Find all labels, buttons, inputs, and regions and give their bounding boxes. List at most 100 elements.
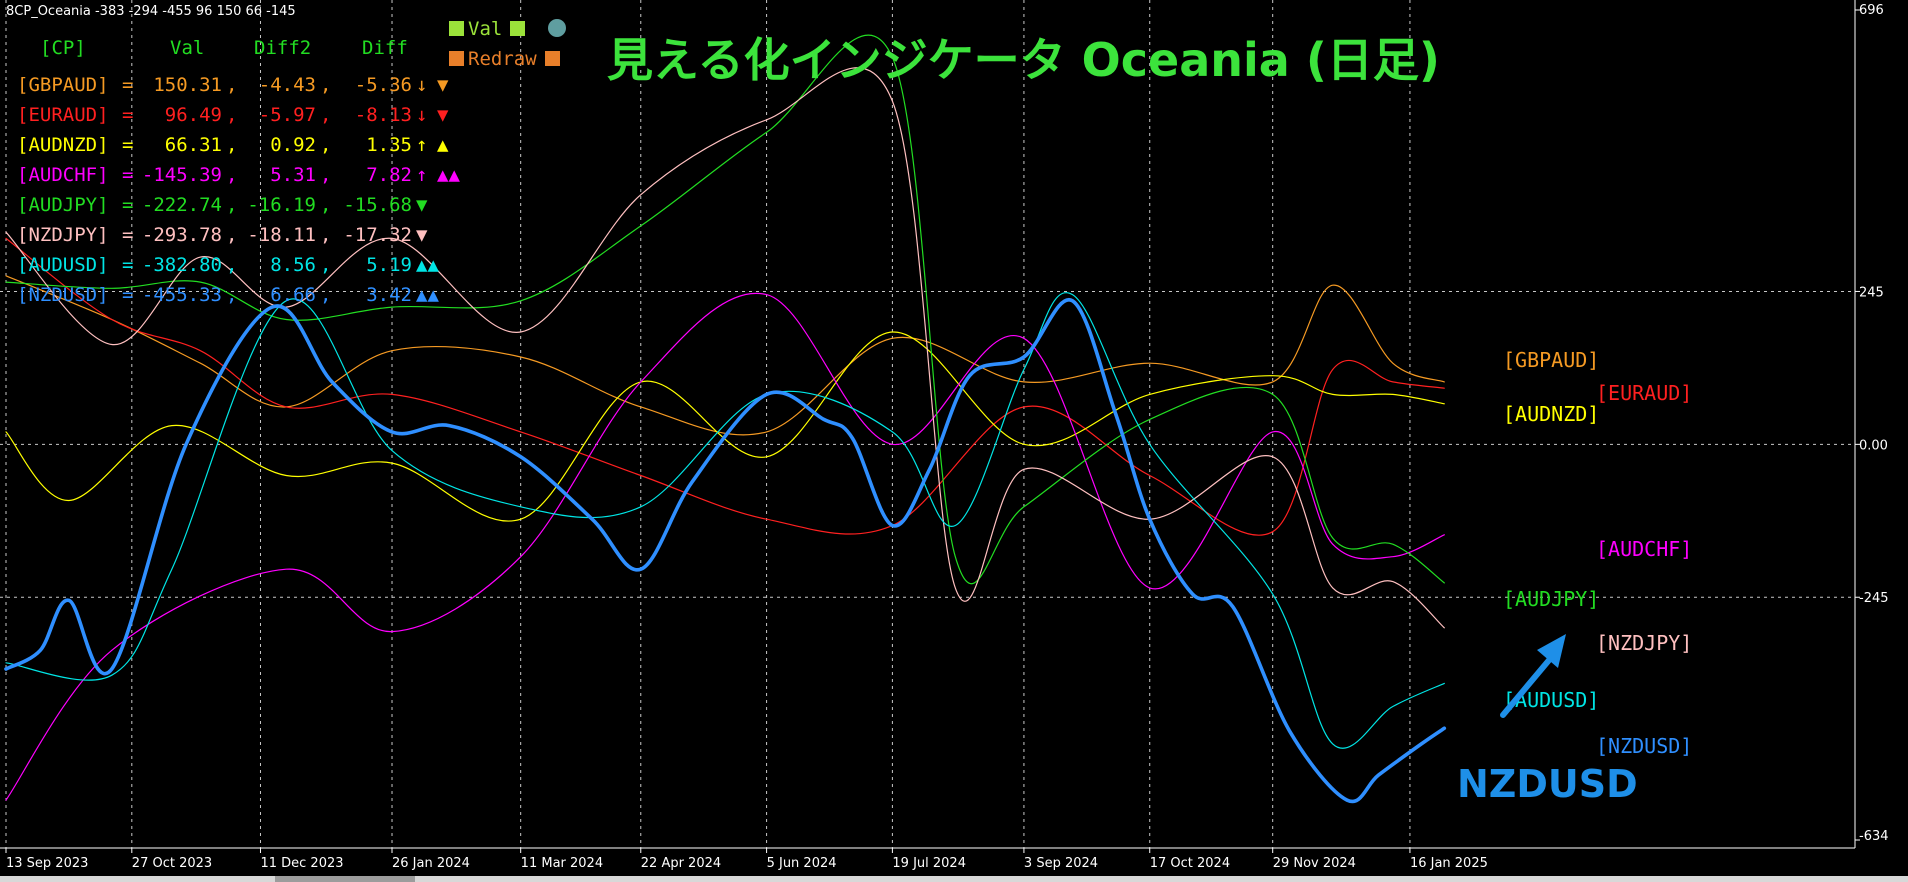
table-cell-diff: 5.19: [366, 254, 412, 276]
x-tick-label: 11 Dec 2023: [260, 856, 343, 871]
table-cell-comma: ,: [226, 134, 237, 156]
right-label-euraud: [EURAUD]: [1596, 381, 1692, 405]
table-cell-diff2: -4.43: [259, 74, 316, 96]
bottom-scroll-thumb[interactable]: [275, 876, 415, 882]
table-cell-eq: =: [122, 74, 133, 96]
table-cell-eq: =: [122, 164, 133, 186]
series-line-audchf: [5, 292, 1445, 801]
x-tick-label: 19 Jul 2024: [892, 856, 966, 871]
table-cell-val: -222.74: [142, 194, 222, 216]
table-cell-diff2: 8.56: [270, 254, 316, 276]
table-cell-trend-icon: ▼: [437, 104, 449, 126]
bottom-scrollbar[interactable]: [0, 876, 1908, 882]
redraw-control-label[interactable]: Redraw: [468, 48, 537, 70]
table-cell-comma: ,: [320, 194, 331, 216]
y-tick-label: -245: [1859, 591, 1889, 606]
table-cell-pair: [AUDCHF]: [17, 164, 109, 186]
table-cell-eq: =: [122, 284, 133, 306]
table-cell-diff: -8.13: [355, 104, 412, 126]
x-tick-label: 26 Jan 2024: [392, 856, 470, 871]
y-tick-label: 245: [1859, 285, 1884, 300]
table-cell-comma: ,: [226, 194, 237, 216]
redraw-swatch-right[interactable]: [545, 51, 560, 66]
table-cell-comma: ,: [226, 74, 237, 96]
table-cell-val: -382.80: [142, 254, 222, 276]
val-swatch-right[interactable]: [510, 21, 525, 36]
table-cell-val: 150.31: [153, 74, 222, 96]
table-cell-diff: -5.36: [355, 74, 412, 96]
table-cell-arrow: ↓: [416, 104, 427, 126]
table-cell-arrow: ↑: [416, 134, 427, 156]
table-cell-comma: ,: [226, 224, 237, 246]
right-label-audnzd: [AUDNZD]: [1503, 402, 1599, 426]
table-cell-diff2: 0.92: [270, 134, 316, 156]
table-cell-pair: [AUDNZD]: [17, 134, 109, 156]
x-tick-label: 17 Oct 2024: [1150, 856, 1230, 871]
table-cell-comma: ,: [320, 164, 331, 186]
series-line-euraud: [5, 237, 1445, 536]
y-tick-label: 0.00: [1859, 438, 1888, 453]
table-cell-diff2: -16.19: [247, 194, 316, 216]
table-cell-comma: ,: [226, 254, 237, 276]
series-line-audusd: [5, 292, 1445, 749]
table-cell-diff: -17.32: [343, 224, 412, 246]
table-cell-comma: ,: [320, 104, 331, 126]
y-tick-label: 696: [1859, 3, 1884, 18]
table-cell-pair: [GBPAUD]: [17, 74, 109, 96]
table-cell-diff2: -18.11: [247, 224, 316, 246]
price-axis: 696 245 0.00 -245 -634: [1855, 3, 1889, 844]
table-header-val: Val: [170, 37, 204, 59]
table-cell-diff2: 6.66: [270, 284, 316, 306]
table-header-cp: [CP]: [40, 37, 86, 59]
table-cell-diff: -15.68: [343, 194, 412, 216]
right-label-gbpaud: [GBPAUD]: [1503, 348, 1599, 372]
table-cell-val: 96.49: [165, 104, 222, 126]
series-line-audnzd: [5, 331, 1445, 522]
table-cell-arrow: ↑: [416, 164, 427, 186]
table-cell-comma: ,: [320, 254, 331, 276]
redraw-swatch-left[interactable]: [449, 51, 464, 66]
table-header-diff: Diff: [362, 37, 408, 59]
table-cell-comma: ,: [226, 164, 237, 186]
right-label-audchf: [AUDCHF]: [1596, 537, 1692, 561]
x-tick-label: 3 Sep 2024: [1024, 856, 1098, 871]
indicator-header: 8CP_Oceania -383 -294 -455 96 150 66 -14…: [6, 4, 296, 19]
table-cell-pair: [NZDUSD]: [17, 284, 109, 306]
series-line-audjpy: [5, 34, 1445, 585]
right-pair-labels: [GBPAUD] [EURAUD][AUDNZD] [AUDCHF] [AUDJPY]…: [1503, 348, 1692, 758]
x-tick-label: 11 Mar 2024: [521, 856, 603, 871]
table-cell-diff2: -5.97: [259, 104, 316, 126]
table-cell-eq: =: [122, 104, 133, 126]
val-swatch-left[interactable]: [449, 21, 464, 36]
right-label-audjpy: [AUDJPY]: [1503, 587, 1599, 611]
table-cell-diff2: 5.31: [270, 164, 316, 186]
series-line-nzdusd: [4, 298, 1447, 804]
table-cell-eq: =: [122, 224, 133, 246]
table-cell-pair: [EURAUD]: [17, 104, 109, 126]
table-cell-trend-icon: ▲▲: [416, 254, 439, 276]
table-cell-comma: ,: [320, 224, 331, 246]
table-cell-pair: [NZDJPY]: [17, 224, 109, 246]
table-cell-val: -293.78: [142, 224, 222, 246]
table-cell-eq: =: [122, 254, 133, 276]
val-control-label[interactable]: Val: [468, 18, 502, 40]
annotation-arrow-icon: [1500, 634, 1566, 718]
time-axis: 13 Sep 2023 27 Oct 2023 11 Dec 2023 26 Jan …: [5, 848, 1488, 871]
x-tick-label: 22 Apr 2024: [641, 856, 721, 871]
x-tick-label: 13 Sep 2023: [6, 856, 88, 871]
table-cell-pair: [AUDJPY]: [17, 194, 109, 216]
table-cell-trend-icon: ▼: [416, 224, 428, 246]
series-line-gbpaud: [5, 275, 1445, 436]
x-tick-label: 16 Jan 2025: [1410, 856, 1488, 871]
table-cell-comma: ,: [226, 284, 237, 306]
table-cell-arrow: ↓: [416, 74, 427, 96]
table-cell-comma: ,: [226, 104, 237, 126]
table-cell-diff: 1.35: [366, 134, 412, 156]
x-tick-label: 5 Jun 2024: [767, 856, 837, 871]
series-line-nzdjpy: [5, 67, 1445, 629]
chart-title: 見える化インジケータ Oceania (日足): [607, 33, 1440, 87]
x-tick-label: 29 Nov 2024: [1273, 856, 1356, 871]
table-cell-eq: =: [122, 134, 133, 156]
grid-layer: [0, 0, 1855, 848]
status-dot-icon[interactable]: [548, 19, 566, 37]
